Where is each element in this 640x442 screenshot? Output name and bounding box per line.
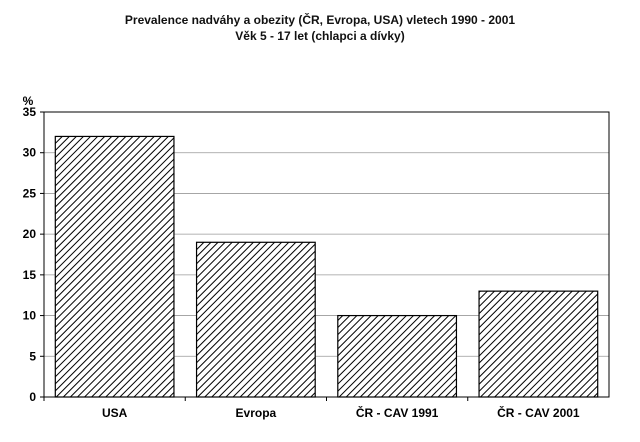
y-tick-label: 30: [23, 146, 37, 160]
bar: [195, 241, 316, 398]
chart-title: Prevalence nadváhy a obezity (ČR, Evropa…: [124, 13, 516, 27]
bars: [54, 135, 599, 398]
y-tick-label: 20: [23, 227, 37, 241]
y-tick-label: 35: [23, 105, 37, 119]
bar: [478, 290, 599, 398]
y-tick-label: 5: [29, 349, 36, 363]
x-tick-label: Evropa: [236, 406, 277, 420]
x-tick-label: ČR - CAV 2001: [497, 405, 580, 420]
y-axis-ticks: 0 5 10 15 20 25 30 35: [23, 105, 44, 404]
chart-subtitle: Věk 5 - 17 let (chlapci a dívky): [235, 29, 405, 43]
y-axis-label: %: [23, 94, 34, 108]
bar: [54, 135, 175, 398]
y-tick-label: 0: [29, 390, 36, 404]
bar: [337, 314, 458, 398]
y-tick-label: 25: [23, 186, 37, 200]
y-tick-label: 15: [23, 268, 37, 282]
y-tick-label: 10: [23, 309, 37, 323]
x-tick-label: ČR - CAV 1991: [356, 405, 439, 420]
x-axis-labels: USA Evropa ČR - CAV 1991 ČR - CAV 2001: [43, 397, 580, 420]
x-tick-label: USA: [102, 406, 128, 420]
